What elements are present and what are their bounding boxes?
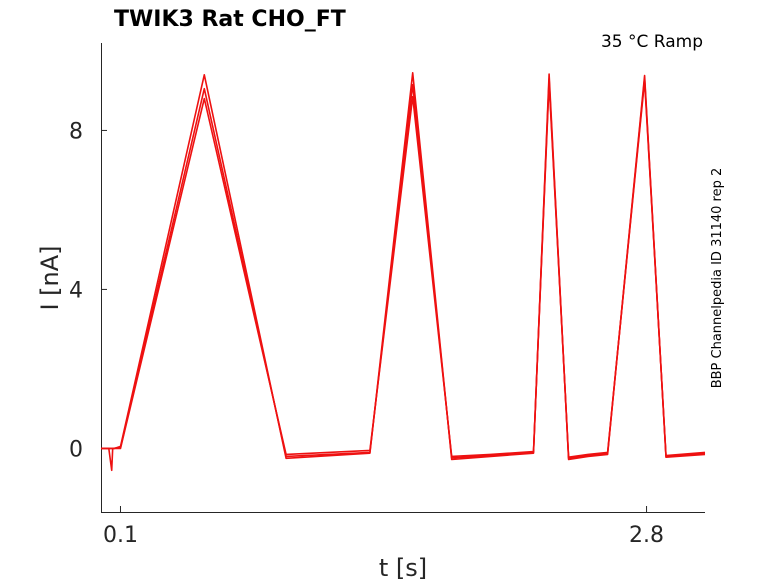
- y-tick-label: 8: [69, 119, 83, 144]
- x-tick-label: 0.1: [103, 523, 138, 548]
- traces: [101, 72, 706, 472]
- axis-ticks: 0 4 8 0.1 2.8: [69, 119, 664, 548]
- x-axis-label: t [s]: [379, 554, 427, 582]
- condition-label: 35 °C Ramp: [601, 32, 703, 52]
- chart-title: TWIK3 Rat CHO_FT: [114, 7, 346, 32]
- current-trace-2: [101, 77, 706, 460]
- y-axis-label: I [nA]: [36, 245, 64, 310]
- y-tick-label: 0: [69, 437, 83, 462]
- current-trace-3: [101, 80, 706, 458]
- x-tick-label: 2.8: [629, 523, 664, 548]
- side-id-label: BBP Channelpedia ID 31140 rep 2: [710, 168, 725, 389]
- y-tick-label: 4: [69, 278, 83, 303]
- current-trace-1: [101, 72, 706, 472]
